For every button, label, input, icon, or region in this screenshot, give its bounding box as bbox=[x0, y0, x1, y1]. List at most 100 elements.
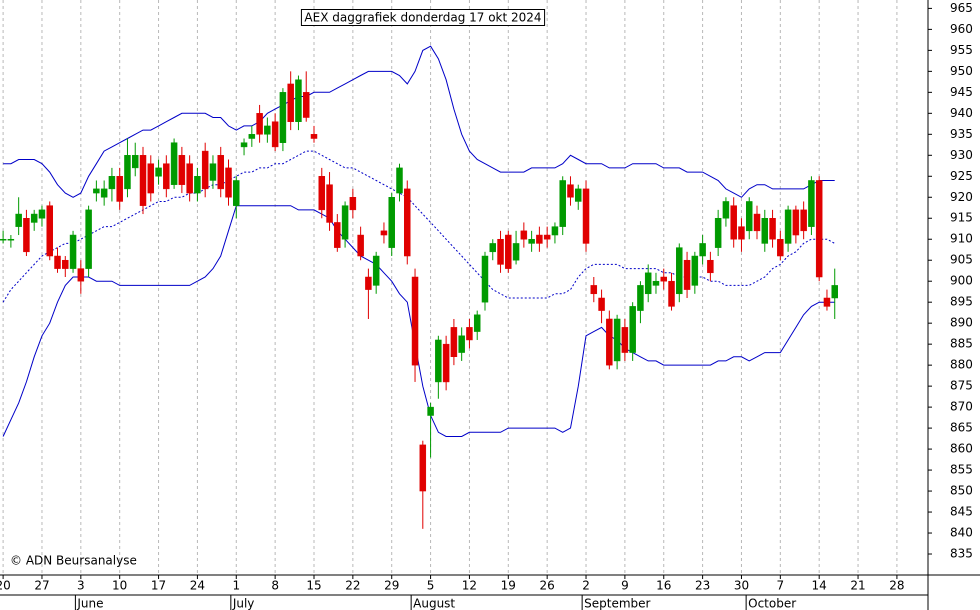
candle-body bbox=[489, 243, 497, 253]
candle-body bbox=[738, 226, 745, 240]
candle-body bbox=[349, 197, 357, 211]
candle-body bbox=[707, 259, 714, 274]
x-tick-label: 29 bbox=[384, 579, 399, 593]
x-tick-label: 10 bbox=[112, 579, 127, 593]
y-tick-label: 845 bbox=[950, 505, 973, 519]
candle-body bbox=[660, 276, 667, 282]
y-tick-label: 960 bbox=[950, 22, 973, 36]
y-tick-label: 885 bbox=[950, 337, 973, 351]
x-tick-label: 20 bbox=[0, 579, 11, 593]
candle-body bbox=[761, 217, 769, 244]
candle-body bbox=[341, 205, 349, 240]
candle-body bbox=[209, 163, 217, 181]
candle-body bbox=[77, 268, 85, 282]
candle-body bbox=[85, 209, 92, 269]
candle-body bbox=[668, 280, 675, 307]
candle-body bbox=[256, 113, 263, 135]
y-tick-label: 880 bbox=[950, 358, 973, 372]
y-tick-label: 840 bbox=[950, 526, 973, 540]
candle-body bbox=[473, 314, 481, 332]
candle-body bbox=[69, 234, 77, 269]
candle-body bbox=[54, 255, 61, 269]
candle-body bbox=[722, 201, 730, 219]
y-tick-label: 855 bbox=[950, 463, 973, 477]
candle-body bbox=[543, 234, 551, 240]
candle-body bbox=[613, 318, 621, 362]
y-tick-label: 940 bbox=[950, 106, 973, 120]
candle-body bbox=[831, 285, 838, 299]
y-tick-label: 835 bbox=[950, 547, 973, 561]
candle-body bbox=[784, 209, 792, 244]
candle-body bbox=[458, 335, 465, 353]
candle-body bbox=[334, 222, 341, 248]
x-tick-label: 8 bbox=[271, 579, 279, 593]
candle-body bbox=[606, 318, 613, 366]
candle-body bbox=[357, 234, 364, 257]
candle-body bbox=[372, 255, 380, 286]
candle-body bbox=[30, 213, 38, 223]
candle-body bbox=[380, 230, 388, 236]
y-tick-label: 860 bbox=[950, 442, 973, 456]
candle-body bbox=[621, 327, 629, 353]
candle-body bbox=[520, 230, 528, 240]
candle-body bbox=[124, 155, 131, 190]
candle-body bbox=[295, 79, 302, 122]
candle-body bbox=[481, 255, 489, 303]
candle-body bbox=[15, 213, 22, 227]
candle-body bbox=[139, 155, 147, 206]
y-tick-label: 955 bbox=[950, 43, 973, 57]
y-tick-label: 950 bbox=[950, 64, 973, 78]
candle-body bbox=[279, 92, 287, 143]
candle-body bbox=[264, 125, 271, 135]
candle-body bbox=[326, 184, 333, 223]
y-tick-label: 930 bbox=[950, 148, 973, 162]
x-tick-label: 30 bbox=[734, 579, 749, 593]
band-upper bbox=[3, 45, 835, 198]
candle-body bbox=[629, 306, 636, 353]
candle-body bbox=[147, 163, 155, 194]
y-tick-label: 895 bbox=[950, 295, 973, 309]
candle-body bbox=[792, 209, 800, 236]
candle-body bbox=[637, 285, 644, 311]
x-tick-label: 5 bbox=[427, 579, 435, 593]
candle-body bbox=[567, 184, 574, 198]
candle-body bbox=[769, 217, 776, 240]
x-tick-label: 23 bbox=[695, 579, 710, 593]
candle-body bbox=[116, 176, 123, 202]
y-tick-label: 910 bbox=[950, 232, 973, 246]
candle-body bbox=[683, 259, 691, 290]
candle-body bbox=[691, 255, 699, 286]
x-tick-label: 2 bbox=[582, 579, 590, 593]
candle-body bbox=[388, 197, 395, 248]
x-tick-label: 19 bbox=[501, 579, 516, 593]
candle-body bbox=[411, 276, 419, 366]
title-box bbox=[300, 9, 546, 26]
candle-body bbox=[310, 134, 318, 139]
month-label: June bbox=[76, 597, 103, 610]
x-tick-label: 16 bbox=[656, 579, 671, 593]
candle-body bbox=[100, 188, 108, 198]
candle-body bbox=[777, 238, 784, 257]
y-tick-label: 870 bbox=[950, 400, 973, 414]
candle-body bbox=[233, 180, 240, 206]
candle-body bbox=[528, 238, 535, 244]
candle-body bbox=[163, 163, 170, 190]
candle-body bbox=[225, 167, 232, 198]
y-tick-label: 850 bbox=[950, 484, 973, 498]
y-tick-label: 935 bbox=[950, 127, 973, 141]
candle-body bbox=[808, 180, 815, 227]
candle-body bbox=[745, 201, 753, 232]
month-label: September bbox=[584, 597, 650, 610]
candle-body bbox=[287, 83, 294, 122]
candle-body bbox=[644, 272, 652, 295]
candle-body bbox=[155, 167, 162, 177]
credit: © ADN Beursanalyse bbox=[10, 554, 137, 568]
chart-title: AEX daggrafiek donderdag 17 okt 2024 bbox=[304, 11, 541, 25]
x-tick-label: 9 bbox=[621, 579, 629, 593]
candle-body bbox=[7, 238, 15, 241]
candle-body bbox=[551, 226, 559, 236]
candle-body bbox=[302, 92, 310, 118]
y-tick-label: 945 bbox=[950, 85, 973, 99]
candle-body bbox=[714, 217, 722, 248]
candle-body bbox=[598, 297, 605, 311]
